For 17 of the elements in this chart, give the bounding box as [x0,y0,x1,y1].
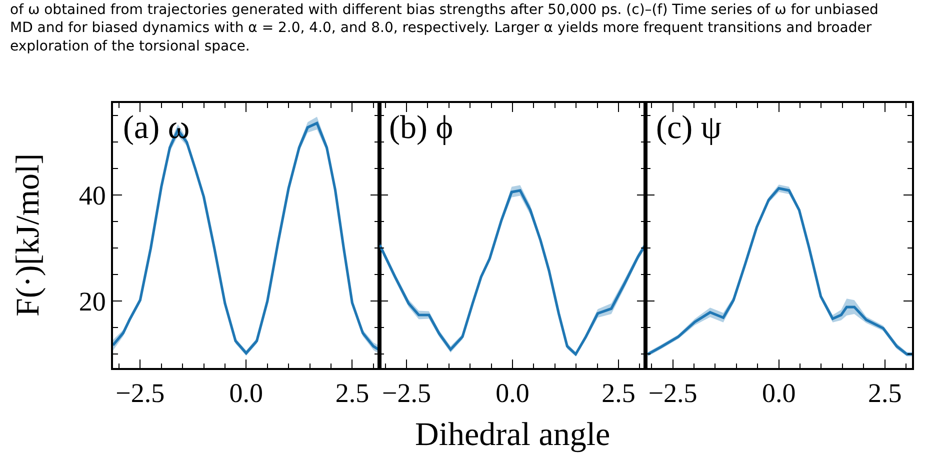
y-axis-title: F(·)[kJ/mol] [10,153,46,316]
y-tick-label: 40 [78,180,106,211]
x-tick-label: 0.0 [496,378,530,408]
y-tick-label: 20 [78,286,106,317]
x-tick-label: 2.5 [868,378,902,408]
x-tick-label: −2.5 [382,378,431,408]
x-tick-label: −2.5 [648,378,698,408]
x-tick-label: 0.0 [762,378,796,408]
x-tick-label: −2.5 [116,378,165,408]
x-tick-label: 0.0 [229,378,264,408]
chart-title: (a) ω [123,110,190,146]
x-axis-title: Dihedral angle [415,417,610,453]
x-tick-label: 2.5 [602,378,636,408]
x-tick-label: 2.5 [335,378,370,408]
text: of ω obtained from trajectories generated with different bias strengths after 50,000 ps. (c)–(f) Time series of ω for unbiased MD and for biased dynamics with α = 2.0, 4.0, and 8.0, respectively. Larger α yields more frequent transitions and broader exploration of the torsional space. [10,2,878,54]
chart-title: (b) ϕ [389,110,454,146]
chart-title: (c) ψ [656,110,722,146]
